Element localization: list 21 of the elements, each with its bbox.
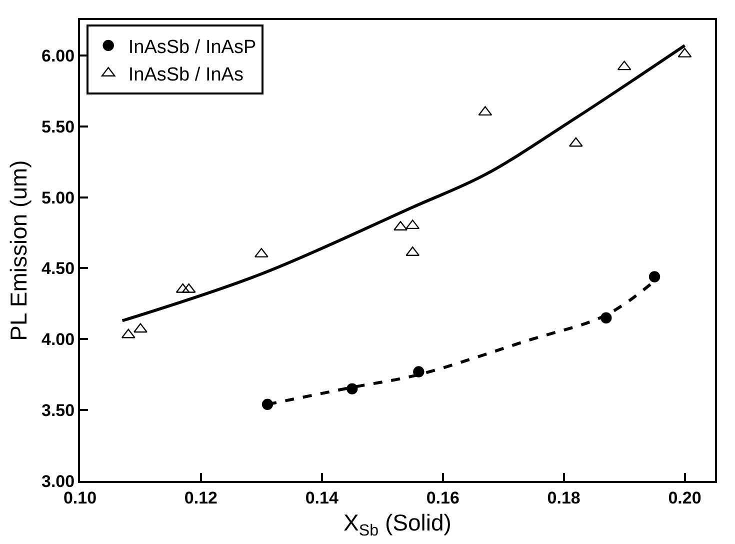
point [134, 323, 148, 333]
y-axis-title: PL Emission (um) [5, 160, 32, 341]
x-tick-label: 0.10 [63, 488, 97, 508]
point [346, 383, 358, 394]
y-tick-label: 5.00 [42, 188, 75, 208]
point [648, 271, 660, 282]
x-tick-label: 0.16 [426, 488, 460, 508]
y-tick-label: 5.50 [42, 117, 75, 136]
x-tick-label: 0.18 [547, 488, 580, 508]
x-tick-label: 0.14 [305, 488, 339, 508]
y-tick-label: 6.00 [42, 46, 75, 66]
y-tick-label: 4.50 [42, 259, 75, 278]
y-tick-label: 3.50 [42, 401, 75, 420]
y-tick-label: 3.00 [42, 472, 75, 491]
x-tick-label: 0.12 [184, 488, 218, 508]
point [413, 366, 424, 378]
x-tick-label: 0.20 [668, 488, 702, 508]
y-tick-label: 4.00 [42, 330, 75, 350]
legend-label: InAsSb / InAsP [128, 36, 256, 58]
x-axis-title: X$_{Sb}$ (Solid) [344, 510, 452, 540]
legend-label: InAsSb / InAs [128, 64, 244, 86]
